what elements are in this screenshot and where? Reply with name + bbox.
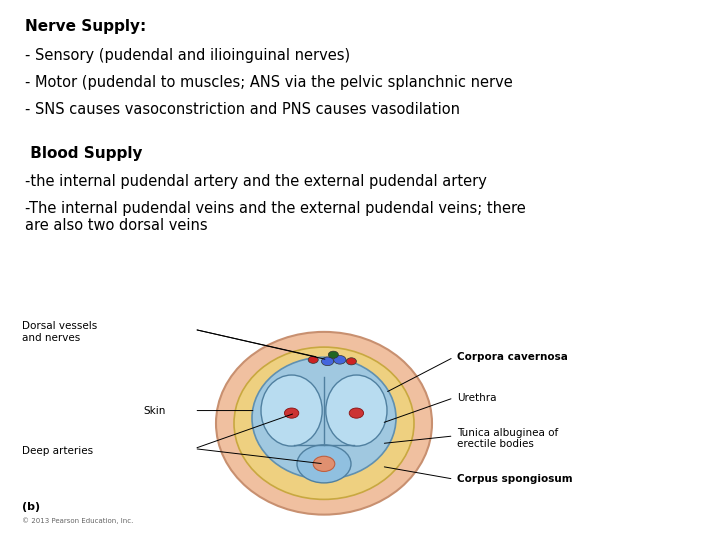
- Text: Corpus spongiosum: Corpus spongiosum: [457, 474, 573, 484]
- Text: - SNS causes vasoconstriction and PNS causes vasodilation: - SNS causes vasoconstriction and PNS ca…: [25, 102, 460, 117]
- Text: Nerve Supply:: Nerve Supply:: [25, 19, 146, 34]
- Text: Skin: Skin: [143, 406, 166, 416]
- Text: Tunica albuginea of
erectile bodies: Tunica albuginea of erectile bodies: [457, 428, 559, 449]
- Text: © 2013 Pearson Education, Inc.: © 2013 Pearson Education, Inc.: [22, 517, 133, 524]
- Ellipse shape: [252, 357, 396, 479]
- Ellipse shape: [234, 347, 414, 500]
- Circle shape: [284, 408, 299, 418]
- Circle shape: [346, 358, 356, 365]
- Ellipse shape: [261, 375, 323, 446]
- Ellipse shape: [325, 375, 387, 446]
- Text: - Motor (pudendal to muscles; ANS via the pelvic splanchnic nerve: - Motor (pudendal to muscles; ANS via th…: [25, 75, 513, 90]
- Text: -The internal pudendal veins and the external pudendal veins; there
are also two: -The internal pudendal veins and the ext…: [25, 201, 526, 233]
- Text: - Sensory (pudendal and ilioinguinal nerves): - Sensory (pudendal and ilioinguinal ner…: [25, 48, 351, 63]
- Text: Blood Supply: Blood Supply: [25, 146, 143, 161]
- Circle shape: [321, 357, 334, 366]
- Circle shape: [308, 356, 318, 363]
- Circle shape: [313, 456, 335, 471]
- Text: Urethra: Urethra: [457, 393, 497, 403]
- Text: Corpora cavernosa: Corpora cavernosa: [457, 352, 568, 362]
- Text: (b): (b): [22, 502, 40, 512]
- Ellipse shape: [216, 332, 432, 515]
- Text: Dorsal vessels
and nerves: Dorsal vessels and nerves: [22, 321, 97, 343]
- Circle shape: [333, 355, 346, 364]
- Text: Deep arteries: Deep arteries: [22, 446, 93, 456]
- Circle shape: [349, 408, 364, 418]
- Circle shape: [328, 351, 338, 358]
- Text: -the internal pudendal artery and the external pudendal artery: -the internal pudendal artery and the ex…: [25, 174, 487, 189]
- Ellipse shape: [297, 445, 351, 483]
